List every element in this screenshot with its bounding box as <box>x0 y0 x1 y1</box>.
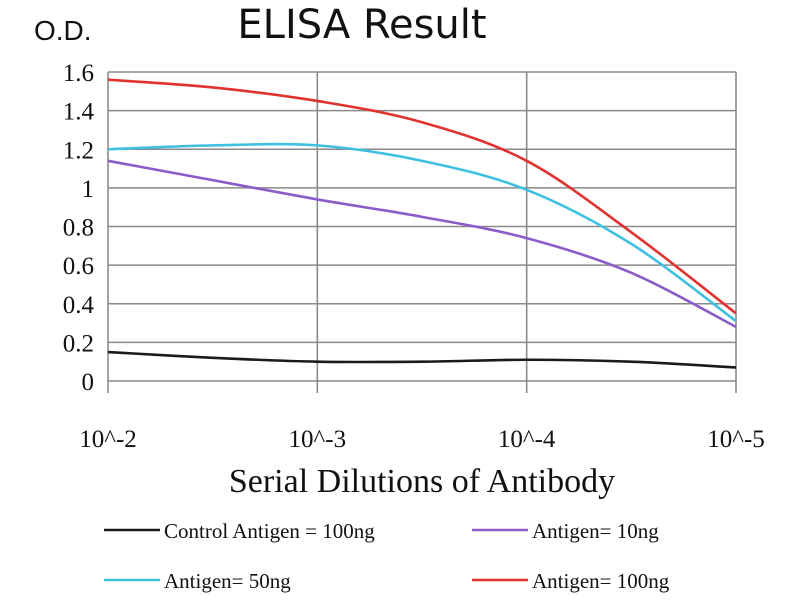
legend: Control Antigen = 100ng Antigen= 10ng Anti… <box>104 519 670 593</box>
x-tick-label: 10^-5 <box>707 426 765 453</box>
legend-label: Antigen= 10ng <box>532 519 659 543</box>
x-tick-label: 10^-2 <box>79 426 137 453</box>
y-tick-label: 1.4 <box>63 99 95 126</box>
x-tick-label: 10^-3 <box>289 426 347 453</box>
series-line <box>107 142 737 323</box>
y-tick-label: 0.4 <box>63 292 95 319</box>
chart-title: ELISA Result <box>237 2 486 48</box>
legend-label: Control Antigen = 100ng <box>164 519 375 543</box>
y-tick-label: 0.8 <box>63 215 94 242</box>
grid <box>107 71 737 393</box>
series-line <box>107 159 737 329</box>
x-axis-label: Serial Dilutions of Antibody <box>229 463 615 500</box>
series-lines <box>107 78 737 369</box>
y-tick-labels: 0 0.2 0.4 0.6 0.8 1 1.2 1.4 1.6 <box>63 60 95 396</box>
y-tick-label: 0.6 <box>63 253 94 280</box>
x-tick-label: 10^-4 <box>498 426 556 453</box>
y-axis-label: O.D. <box>34 15 92 46</box>
legend-label: Antigen= 50ng <box>164 569 291 593</box>
y-tick-label: 1.6 <box>63 60 94 87</box>
y-tick-label: 0.2 <box>63 330 94 357</box>
y-tick-label: 1 <box>82 176 95 203</box>
y-tick-label: 1.2 <box>63 137 94 164</box>
legend-label: Antigen= 100ng <box>532 569 670 593</box>
series-line <box>107 78 737 315</box>
y-tick-label: 0 <box>82 369 95 396</box>
series-line <box>107 350 737 369</box>
x-tick-labels: 10^-2 10^-3 10^-4 10^-5 <box>79 426 765 453</box>
